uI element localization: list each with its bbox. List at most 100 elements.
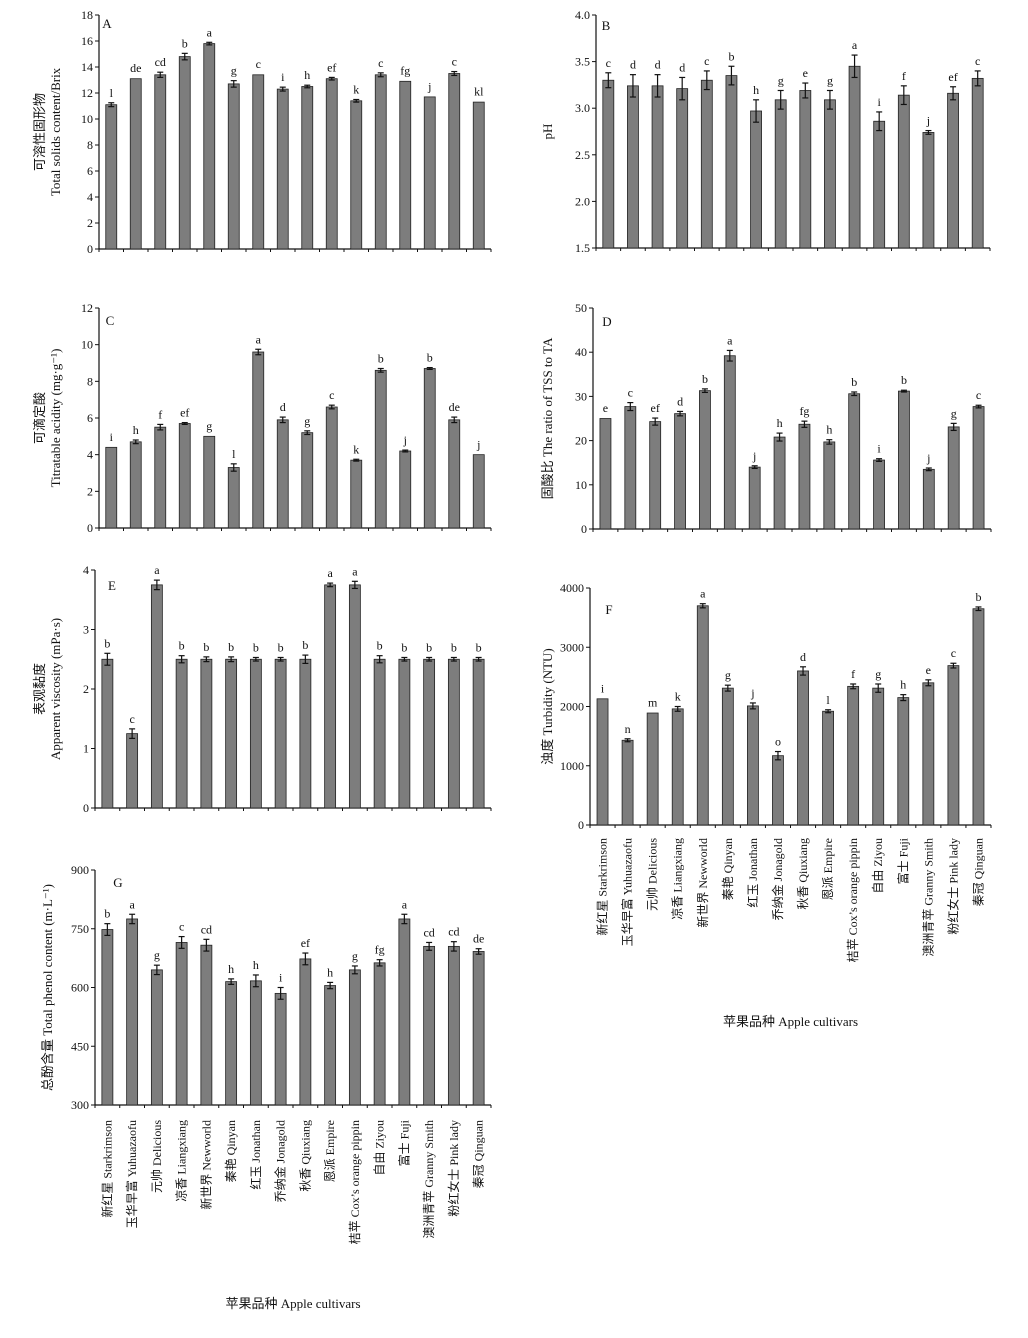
x-tick-label: 凉香 Liangxiang — [670, 838, 685, 920]
x-tick-label: 秦艳 Qinyan — [720, 838, 735, 900]
y-tick-label: 600 — [71, 981, 89, 995]
bar-16 — [972, 608, 985, 826]
significance-letter: j — [403, 433, 407, 447]
significance-letter: j — [752, 449, 756, 463]
significance-letter: h — [327, 965, 333, 979]
x-tick-label: 秦冠 Qinguan — [472, 1120, 486, 1188]
chart-panel-e: 0 1 2 3 4 E 表观黏度 Apparent viscosity (mPa·s) b c a b… — [32, 563, 492, 815]
bar-16 — [472, 454, 485, 529]
bar-4 — [674, 413, 686, 530]
y-tick-label: 6 — [87, 411, 93, 425]
significance-letter: g — [304, 414, 310, 428]
y-tick-label: 4000 — [560, 581, 584, 595]
bar-13 — [897, 697, 910, 826]
significance-letter: j — [476, 437, 480, 451]
x-tick-label: 秦艳 Qinyan — [223, 1120, 238, 1182]
significance-letter: a — [727, 333, 733, 347]
significance-letter: b — [378, 352, 384, 366]
bar-12 — [873, 120, 886, 249]
x-tick-label: 乔纳金 Jonagold — [770, 838, 785, 920]
significance-letter: a — [207, 25, 213, 39]
bar-11 — [350, 459, 363, 529]
significance-letter: e — [926, 663, 931, 677]
x-axis-title: 苹果品种 Apple cultivars — [723, 1014, 858, 1029]
x-tick-label: 秦冠 Qinguan — [971, 838, 985, 906]
significance-letter: ef — [651, 401, 660, 415]
bar-11 — [848, 393, 861, 530]
significance-letter: h — [777, 416, 783, 430]
bar-5 — [696, 605, 709, 826]
bar-12 — [373, 658, 386, 809]
x-tick-label: 新世界 Newworld — [198, 1120, 213, 1210]
bar-8 — [774, 99, 787, 249]
x-tick-label: 元帅 Delicious — [150, 1120, 164, 1193]
bar-10 — [324, 985, 337, 1106]
panel-letter: E — [108, 578, 116, 593]
bar-6 — [227, 467, 240, 529]
significance-letter: a — [352, 564, 358, 578]
significance-letter: fg — [375, 943, 385, 957]
x-tick-label: 秋香 Qiuxiang — [796, 838, 810, 910]
x-tick-label: 元帅 Delicious — [646, 838, 660, 911]
significance-letter: j — [926, 114, 930, 128]
panel-letter: F — [605, 602, 612, 617]
y-tick-label: 10 — [81, 338, 93, 352]
x-tick-label: 新红星 Starkrimson — [595, 838, 610, 936]
significance-letter: n — [625, 722, 631, 736]
chart-panel-b: 1.5 2.0 2.5 3.0 3.5 4.0 BpH c d d d c b h g e g a i f j ef c — [540, 8, 991, 255]
bar-13 — [898, 390, 910, 530]
bar-15 — [947, 426, 960, 530]
bar-11 — [848, 65, 861, 249]
x-tick-label: 红玉 Jonathan — [745, 838, 760, 908]
x-tick-label: 恩派 Empire — [821, 838, 835, 900]
bar-13 — [399, 450, 412, 529]
significance-letter: d — [280, 400, 286, 414]
bar-1 — [602, 79, 615, 249]
y-tick-label: 3000 — [560, 640, 584, 654]
bar-12 — [374, 74, 387, 250]
y-tick-label: 8 — [87, 374, 93, 388]
y-tick-label: 6 — [87, 164, 93, 178]
bar-12 — [873, 459, 885, 530]
bar-12 — [373, 962, 386, 1106]
significance-letter: i — [110, 430, 114, 444]
bar-13 — [398, 658, 411, 809]
significance-letter: fg — [400, 64, 410, 78]
significance-letter: b — [104, 907, 110, 921]
bar-13 — [398, 918, 411, 1106]
y-tick-label: 2 — [87, 484, 93, 498]
significance-letter: b — [426, 640, 432, 654]
bar-1 — [105, 446, 118, 529]
y-axis-title: 总酚含量 Total phenol content (m·L⁻¹) — [40, 884, 55, 1091]
bar-15 — [448, 419, 461, 529]
significance-letter: c — [452, 55, 457, 69]
significance-letter: g — [951, 406, 957, 420]
y-axis-title: 固酸比 The ratio of TSS to TA — [540, 337, 555, 499]
x-tick-label: 乔纳金 Jonagold — [273, 1120, 288, 1202]
bar-10 — [325, 406, 338, 529]
bar-1 — [596, 698, 609, 826]
significance-letter: b — [702, 372, 708, 386]
bar-11 — [350, 100, 363, 250]
bar-5 — [699, 390, 711, 530]
significance-letter: l — [232, 447, 236, 461]
significance-letter: cd — [423, 925, 434, 939]
panel-letter: B — [602, 18, 611, 33]
significance-letter: ef — [301, 936, 310, 950]
bar-16 — [472, 951, 485, 1106]
significance-letter: kl — [474, 84, 484, 98]
y-tick-label: 0 — [578, 818, 584, 832]
significance-letter: b — [975, 590, 981, 604]
x-tick-label: 澳洲青苹 Granny Smith — [921, 838, 935, 957]
y-axis-title: Apparent viscosity (mPa·s) — [48, 618, 63, 760]
bar-5 — [200, 658, 213, 809]
bar-7 — [252, 351, 265, 529]
significance-letter: o — [775, 735, 781, 749]
significance-letter: j — [427, 79, 431, 93]
significance-letter: b — [401, 640, 407, 654]
bar-11 — [348, 584, 361, 809]
bar-2 — [129, 441, 142, 529]
bar-1 — [101, 658, 114, 809]
x-tick-label: 粉红女士 Pink lady — [945, 838, 960, 935]
